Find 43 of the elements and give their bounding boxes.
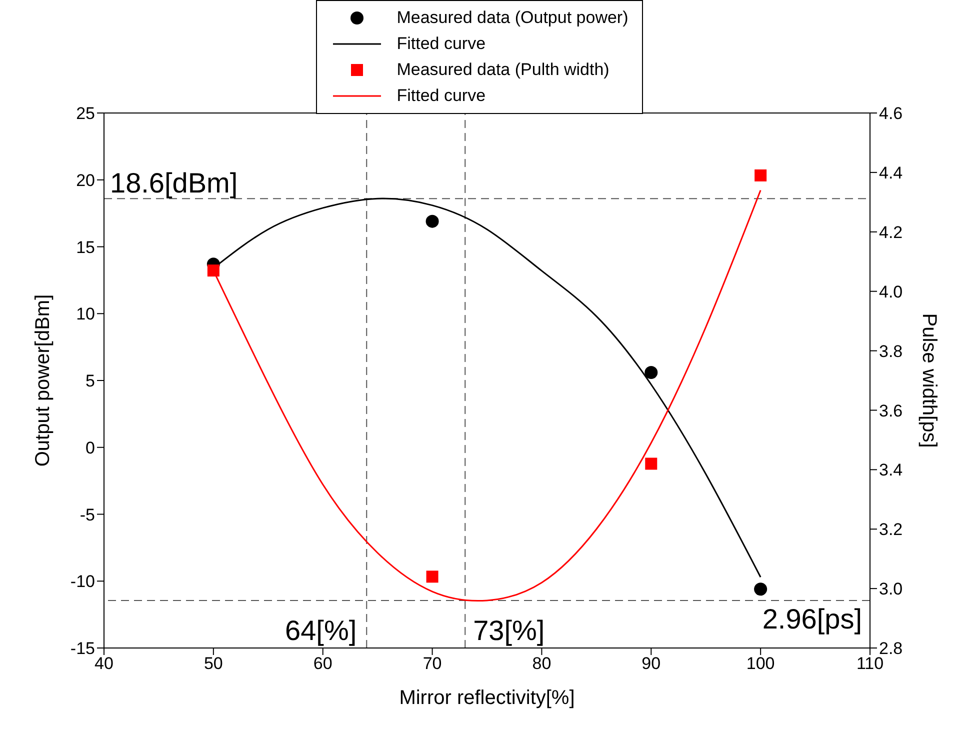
point: [207, 264, 220, 277]
ref-line-label: 64[%]: [285, 615, 357, 646]
x-tick-label: 50: [204, 654, 223, 674]
y-tick-label: 10: [76, 304, 95, 324]
legend-label: Fitted curve: [396, 86, 486, 106]
y-tick-label: 0: [86, 438, 95, 458]
y-tick-label: -5: [80, 505, 95, 524]
y2-tick-label: 4.6: [879, 104, 903, 124]
y2-tick-label: 3.8: [879, 342, 903, 361]
y2-tick-label: 3.6: [879, 401, 903, 420]
x-tick-label: 90: [642, 654, 661, 674]
point: [754, 169, 767, 182]
y2-tick-label: 4.0: [879, 282, 903, 302]
legend-label: Measured data (Pulth width): [396, 60, 610, 80]
legend-label: Measured data (Output power): [396, 8, 628, 28]
y-axis-title: Output power[dBm]: [32, 294, 54, 467]
y2-tick-label: 3.2: [879, 520, 903, 540]
y-tick-label: 20: [76, 170, 95, 190]
y-tick-label: -15: [70, 639, 95, 658]
y2-axis-title: Pulse width[ps]: [918, 313, 940, 448]
ref-line-label: 73[%]: [473, 615, 545, 646]
point: [426, 214, 439, 228]
y-tick-label: -10: [70, 572, 95, 592]
legend-label: Fitted curve: [396, 34, 486, 54]
x-axis-title: Mirror reflectivity[%]: [399, 687, 575, 709]
y-tick-label: 5: [86, 372, 95, 391]
y-tick-label: 25: [76, 104, 95, 124]
y-tick-label: 15: [76, 238, 95, 257]
x-tick-label: 100: [746, 654, 775, 674]
point: [754, 582, 768, 596]
y2-tick-label: 3.0: [879, 580, 903, 599]
y2-tick-label: 4.2: [879, 222, 903, 242]
y2-tick-label: 3.4: [879, 460, 903, 480]
y2-tick-label: 4.4: [879, 163, 903, 182]
x-tick-label: 60: [313, 654, 332, 674]
point: [645, 458, 658, 470]
x-tick-label: 40: [94, 654, 114, 674]
ref-line-label: 2.96[ps]: [762, 603, 862, 634]
point: [426, 570, 438, 583]
x-tick-label: 80: [532, 654, 552, 674]
x-tick-label: 70: [422, 654, 442, 674]
point: [644, 366, 658, 379]
ref-line-label: 18.6[dBm]: [110, 168, 238, 199]
